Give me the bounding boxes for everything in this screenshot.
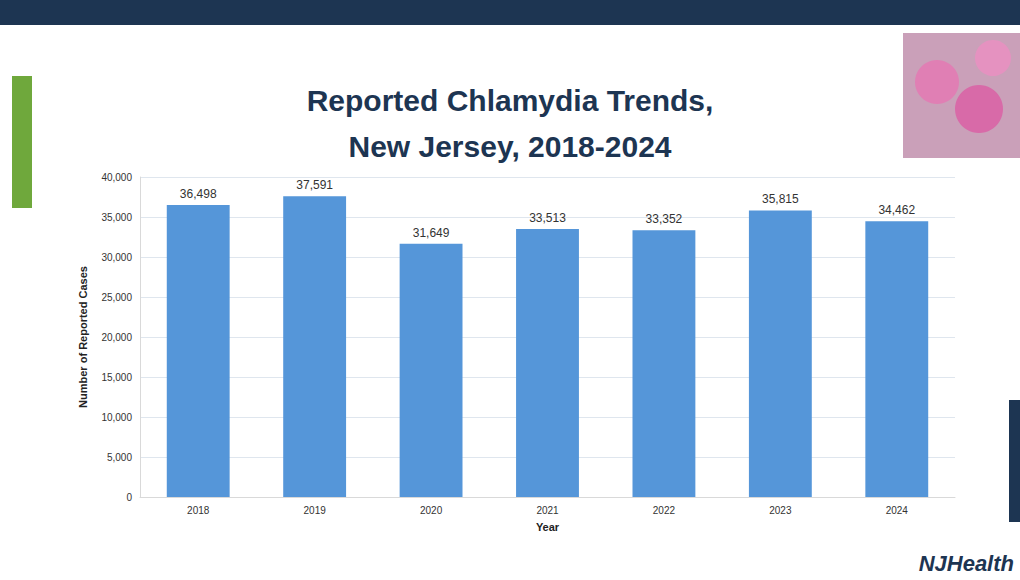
- svg-text:33,513: 33,513: [529, 211, 566, 225]
- svg-text:35,815: 35,815: [762, 192, 799, 206]
- svg-text:35,000: 35,000: [101, 212, 132, 223]
- svg-text:30,000: 30,000: [101, 252, 132, 263]
- svg-text:5,000: 5,000: [107, 452, 132, 463]
- svg-text:15,000: 15,000: [101, 372, 132, 383]
- svg-text:2022: 2022: [653, 505, 676, 516]
- svg-text:36,498: 36,498: [180, 187, 217, 201]
- svg-text:2024: 2024: [886, 505, 909, 516]
- svg-text:Reported Chlamydia Trends,: Reported Chlamydia Trends,: [307, 84, 714, 117]
- svg-text:2019: 2019: [304, 505, 327, 516]
- svg-text:NJHealth: NJHealth: [919, 551, 1014, 576]
- svg-text:34,462: 34,462: [878, 203, 915, 217]
- svg-text:Year: Year: [536, 521, 560, 533]
- svg-text:2021: 2021: [536, 505, 559, 516]
- svg-text:25,000: 25,000: [101, 292, 132, 303]
- svg-text:31,649: 31,649: [413, 226, 450, 240]
- svg-text:10,000: 10,000: [101, 412, 132, 423]
- svg-text:20,000: 20,000: [101, 332, 132, 343]
- svg-text:33,352: 33,352: [646, 212, 683, 226]
- svg-text:37,591: 37,591: [296, 178, 333, 192]
- svg-text:40,000: 40,000: [101, 172, 132, 183]
- svg-text:Number of Reported Cases: Number of Reported Cases: [77, 266, 89, 408]
- svg-text:2018: 2018: [187, 505, 210, 516]
- svg-text:New Jersey, 2018-2024: New Jersey, 2018-2024: [348, 130, 671, 163]
- svg-text:2020: 2020: [420, 505, 443, 516]
- svg-text:2023: 2023: [769, 505, 792, 516]
- svg-text:0: 0: [126, 492, 132, 503]
